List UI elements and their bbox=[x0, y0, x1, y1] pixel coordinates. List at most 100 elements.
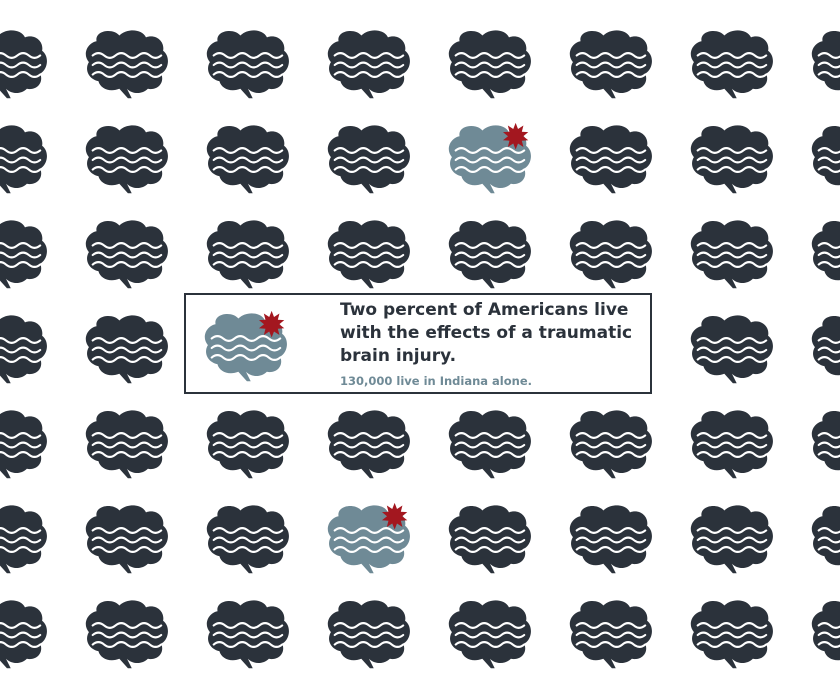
brain-fold bbox=[454, 52, 526, 59]
brain-fold bbox=[454, 527, 526, 534]
brain-icon bbox=[807, 311, 840, 389]
brain-fold bbox=[0, 156, 42, 164]
brain-fold bbox=[91, 451, 163, 458]
brain-fold bbox=[817, 71, 840, 78]
brain-fold bbox=[210, 335, 282, 342]
brain-fold bbox=[0, 356, 42, 363]
brain-icon bbox=[565, 501, 655, 579]
brain-icon bbox=[0, 26, 50, 104]
brain-fold bbox=[575, 156, 647, 164]
brain-fold bbox=[817, 527, 840, 534]
brain-fold bbox=[212, 641, 284, 648]
brain-fold bbox=[91, 631, 163, 639]
brain-shape bbox=[0, 410, 47, 479]
brain-shape bbox=[811, 220, 840, 281]
brain-fold bbox=[696, 546, 768, 553]
brain-fold bbox=[817, 52, 840, 59]
brain-icon bbox=[0, 596, 50, 674]
brain-fold bbox=[696, 451, 768, 458]
brain-fold bbox=[0, 71, 42, 78]
brain-fold bbox=[212, 441, 284, 449]
brain-icon bbox=[323, 406, 413, 484]
brain-icon bbox=[686, 311, 776, 389]
brain-fold bbox=[696, 641, 768, 648]
brain-fold bbox=[575, 631, 647, 639]
brain-fold bbox=[696, 261, 768, 268]
brain-fold bbox=[696, 71, 768, 78]
brain-fold bbox=[817, 156, 840, 164]
brain-shape bbox=[811, 600, 840, 661]
brain-icon bbox=[202, 26, 292, 104]
brain-fold bbox=[696, 337, 768, 344]
starburst-icon bbox=[502, 122, 529, 150]
brain-fold bbox=[333, 546, 405, 553]
brain-fold bbox=[333, 527, 405, 534]
brain-icon bbox=[81, 596, 171, 674]
brain-fold bbox=[454, 536, 526, 544]
brain-fold bbox=[817, 251, 840, 259]
brain-fold bbox=[696, 242, 768, 249]
brain-fold bbox=[817, 261, 840, 268]
brain-fold bbox=[575, 166, 647, 173]
brain-fold bbox=[91, 622, 163, 629]
brain-shape bbox=[0, 125, 47, 194]
brain-fold bbox=[91, 166, 163, 173]
brain-fold bbox=[0, 261, 42, 268]
brain-fold bbox=[0, 337, 42, 344]
brain-shape bbox=[0, 600, 47, 669]
brain-icon bbox=[0, 216, 50, 294]
brain-fold bbox=[454, 156, 526, 164]
brain-fold bbox=[91, 527, 163, 534]
starburst-icon bbox=[258, 310, 285, 338]
brain-fold bbox=[91, 251, 163, 259]
brain-shape bbox=[811, 125, 840, 186]
brain-fold bbox=[0, 166, 42, 173]
brain-fold bbox=[817, 622, 840, 629]
brain-fold bbox=[454, 641, 526, 648]
brain-fold bbox=[0, 147, 42, 154]
brain-shape bbox=[811, 505, 840, 566]
brain-fold bbox=[212, 61, 284, 69]
brain-fold bbox=[333, 631, 405, 639]
brain-fold bbox=[333, 441, 405, 449]
brain-fold bbox=[696, 346, 768, 354]
brain-fold bbox=[91, 356, 163, 363]
brain-icon bbox=[444, 26, 534, 104]
brain-icon bbox=[807, 596, 840, 674]
brain-shape bbox=[811, 30, 840, 91]
brain-fold bbox=[0, 61, 42, 69]
brain-fold bbox=[454, 441, 526, 449]
brain-fold bbox=[0, 527, 42, 534]
brain-fold bbox=[817, 61, 840, 69]
brain-fold bbox=[91, 261, 163, 268]
brain-icon bbox=[807, 406, 840, 484]
brain-fold bbox=[212, 536, 284, 544]
brain-fold bbox=[212, 622, 284, 629]
brain-fold bbox=[212, 52, 284, 59]
brain-fold bbox=[454, 166, 526, 173]
brain-icon bbox=[81, 26, 171, 104]
brain-fold bbox=[696, 147, 768, 154]
subline: 130,000 live in Indiana alone. bbox=[340, 374, 533, 388]
brain-icon bbox=[807, 216, 840, 294]
brain-fold bbox=[817, 346, 840, 354]
brain-icon bbox=[81, 501, 171, 579]
brain-icon bbox=[565, 26, 655, 104]
brain-icon bbox=[323, 26, 413, 104]
starburst-icon bbox=[381, 502, 408, 530]
brain-fold bbox=[696, 52, 768, 59]
brain-icon bbox=[81, 121, 171, 199]
brain-fold bbox=[212, 147, 284, 154]
brain-fold bbox=[212, 451, 284, 458]
brain-fold bbox=[696, 631, 768, 639]
brain-fold bbox=[454, 71, 526, 78]
brain-fold bbox=[575, 622, 647, 629]
brain-fold bbox=[0, 631, 42, 639]
brain-shape bbox=[811, 410, 840, 471]
brain-fold bbox=[0, 52, 42, 59]
brain-icon bbox=[686, 216, 776, 294]
brain-fold bbox=[817, 356, 840, 363]
injured-brain-icon bbox=[323, 501, 413, 579]
brain-fold bbox=[575, 641, 647, 648]
brain-icon bbox=[0, 311, 50, 389]
